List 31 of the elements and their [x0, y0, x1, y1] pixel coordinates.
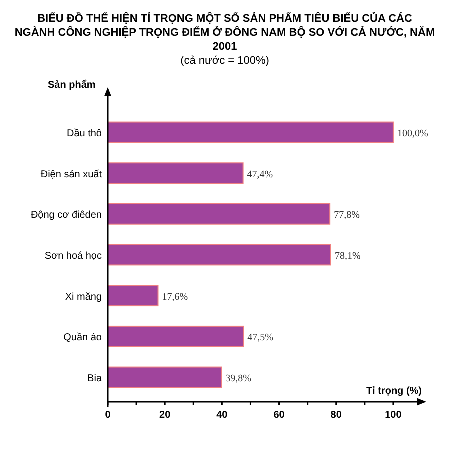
bar: [108, 203, 331, 225]
x-tick-label: 0: [105, 410, 112, 421]
bar: [108, 122, 394, 144]
y-tick-label: Động cơ điêden: [30, 210, 102, 222]
chart-title: BIỂU ĐỒ THỂ HIỆN TỈ TRỌNG MỘT SỐ SẢN PHẨM TIÊU BIỂU CỦA CÁC NGÀNH CÔNG NGHIỆP TRỌNG ĐIỂM Ở ĐÔNG NAM BỘ SO VỚI CẢ NƯỚC, NĂM 2001: [14, 12, 436, 53]
data-label: 100,0%: [397, 128, 428, 140]
x-tick-label: 20: [160, 410, 172, 421]
y-tick-label: Sơn hoá học: [44, 251, 102, 262]
data-label: 39,8%: [226, 374, 252, 384]
data-label: 47,4%: [247, 169, 274, 180]
bar: [108, 366, 222, 388]
x-tick-label: 40: [216, 410, 228, 421]
data-label: 17,6%: [162, 292, 188, 303]
y-tick-label: Dầu thô: [66, 128, 102, 140]
y-axis-title: Sản phẩm: [48, 79, 96, 91]
y-tick-label: Xi măng: [65, 292, 102, 303]
x-axis-title: Tỉ trọng (%): [366, 386, 422, 397]
x-tick-label: 100: [385, 410, 402, 421]
data-label: 78,1%: [334, 251, 361, 262]
x-tick-label: 60: [274, 410, 286, 421]
bar: [108, 326, 244, 348]
x-tick-label: 80: [330, 410, 342, 421]
chart-subtitle: (cả nước = 100%): [180, 55, 270, 67]
y-tick-label: Bia: [88, 374, 102, 384]
bar: [108, 162, 244, 184]
data-label: 77,8%: [334, 210, 360, 222]
y-tick-label: Điện sản xuất: [40, 169, 102, 180]
bar: [108, 285, 159, 307]
bar: [108, 244, 332, 266]
data-label: 47,5%: [248, 332, 274, 344]
y-tick-label: Quần áo: [64, 332, 102, 344]
